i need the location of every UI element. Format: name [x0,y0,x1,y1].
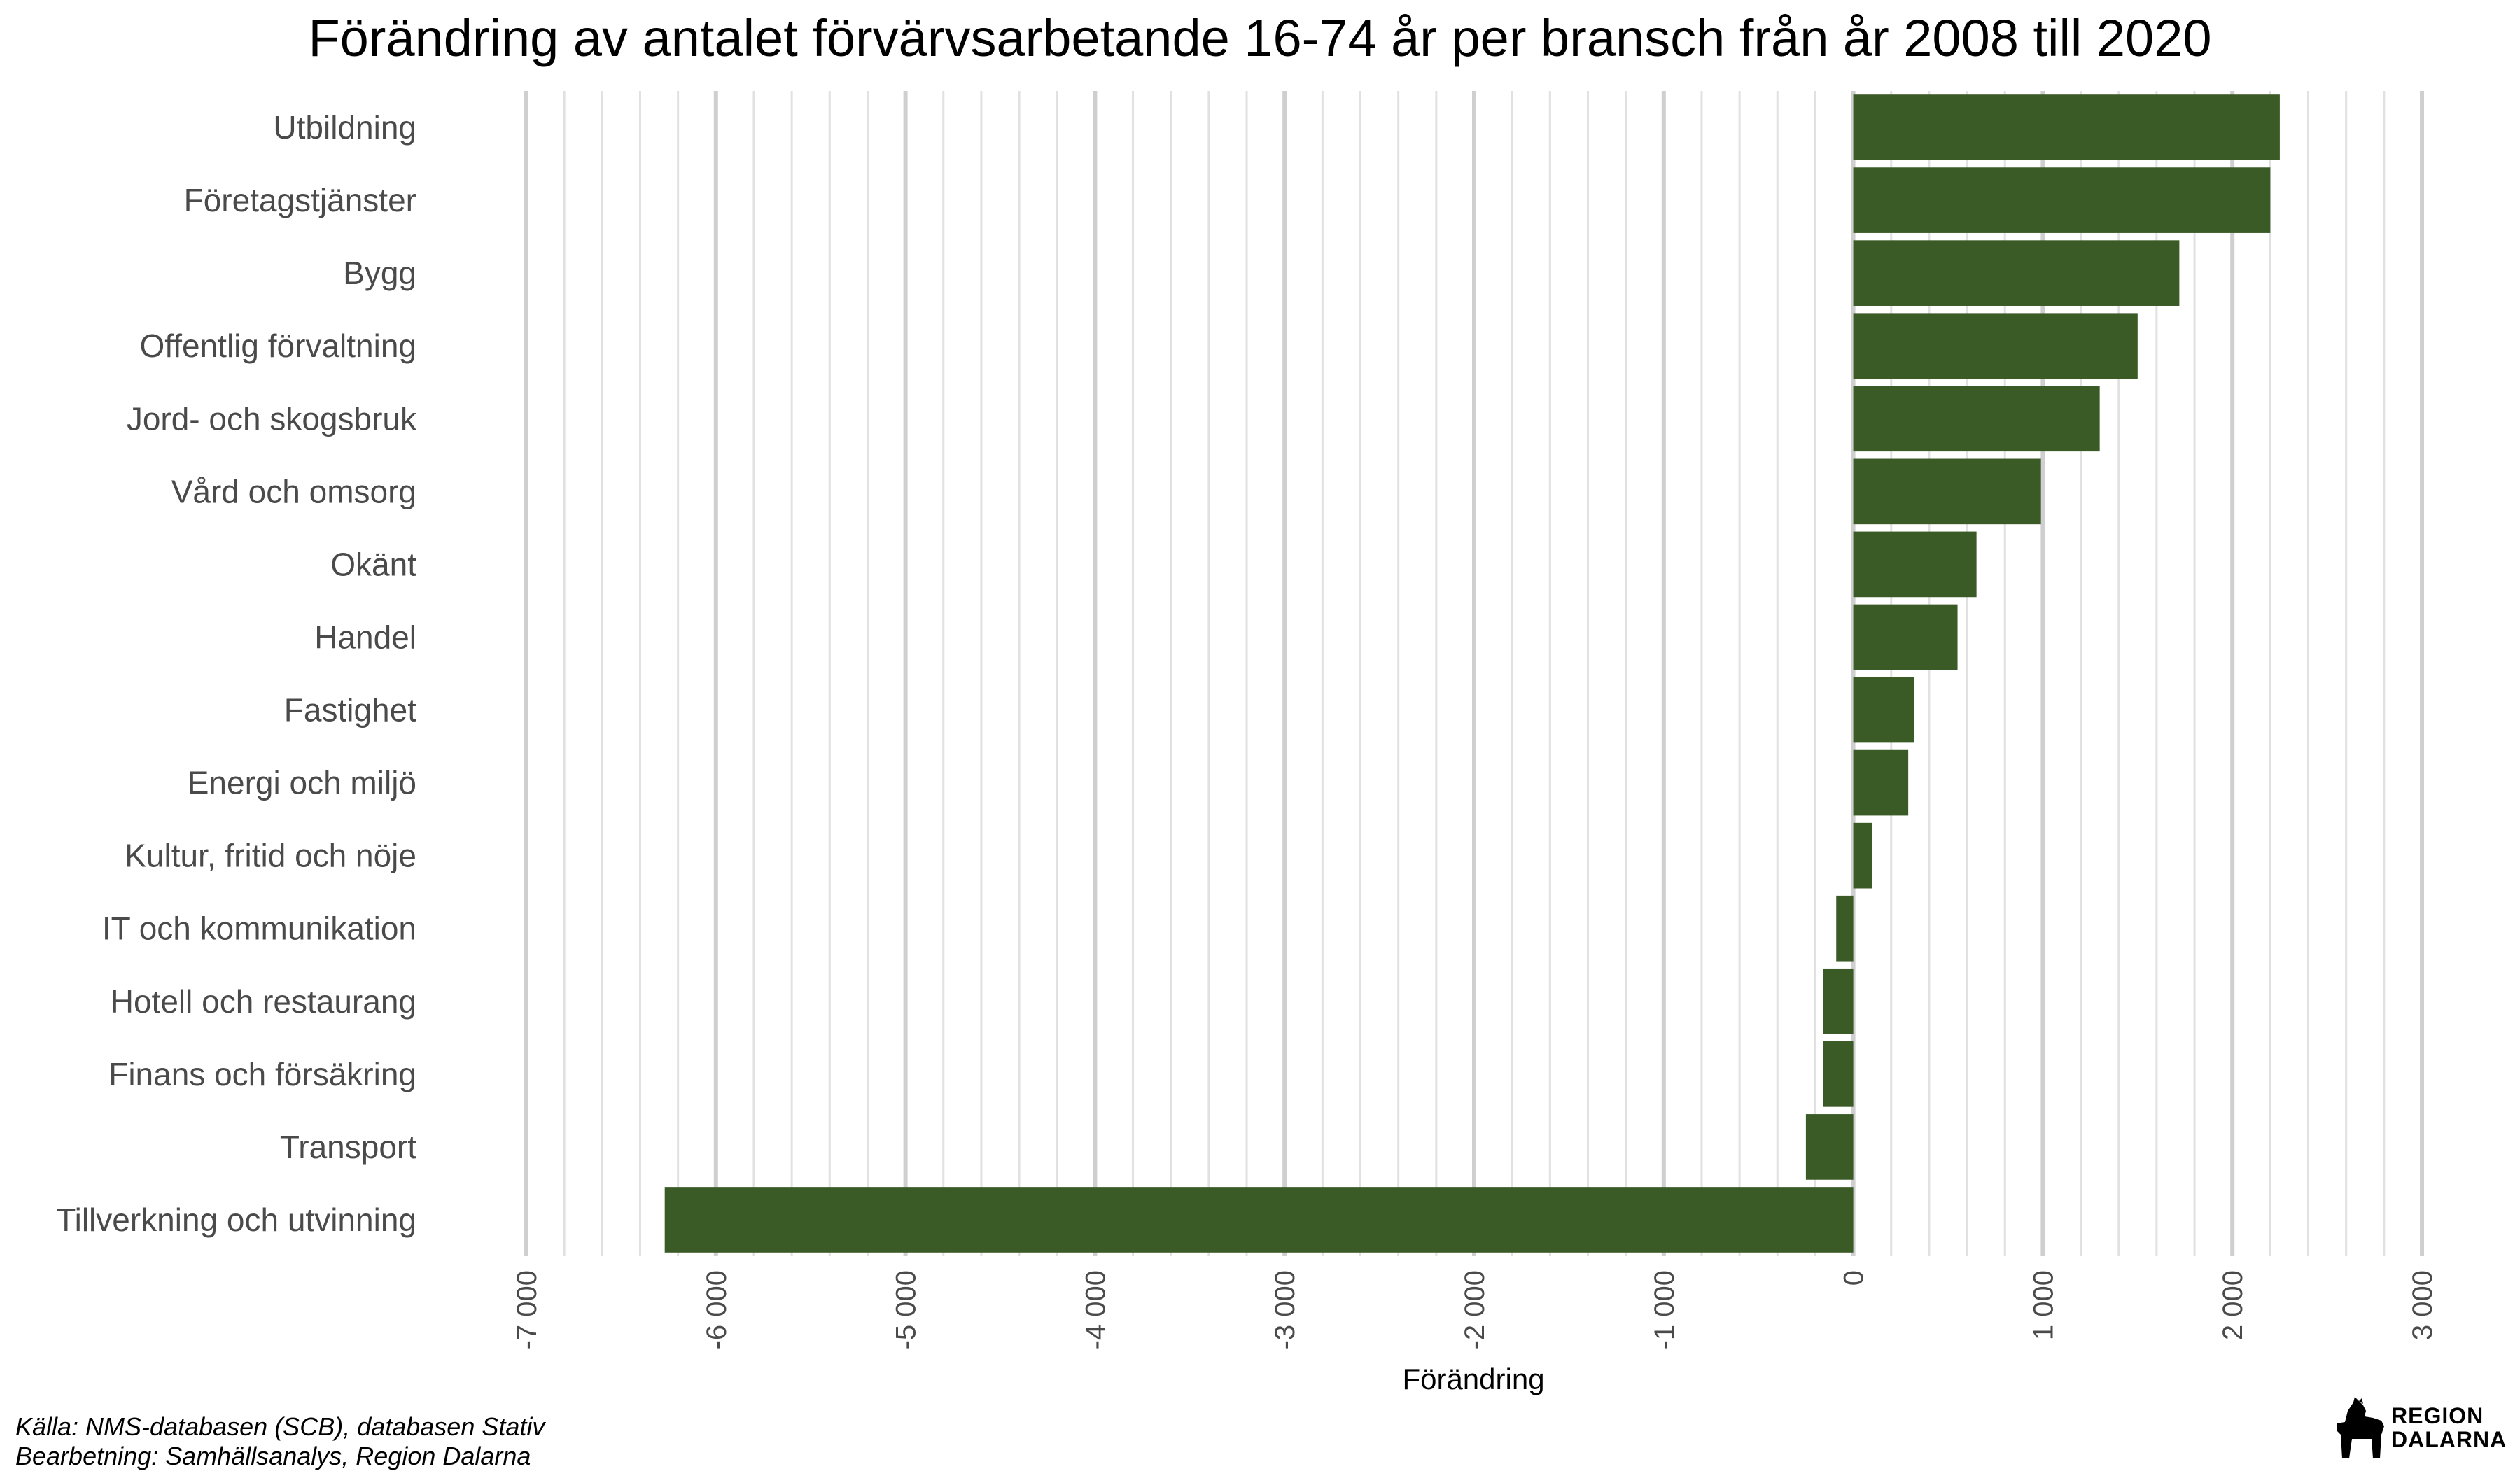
category-label: Transport [280,1129,416,1165]
category-label: Finans och försäkring [108,1056,416,1092]
bar-okänt [1853,531,1977,598]
x-tick-label: 3 000 [2407,1270,2438,1340]
category-label: Hotell och restaurang [111,983,416,1020]
bar-transport [1805,1114,1854,1180]
bar-energi-och-miljö [1853,749,1909,816]
bar-utbildning [1853,94,2280,160]
category-labels: Utbildning Företagstjänster Bygg Offentlig … [56,109,417,1238]
bars [664,94,2280,1253]
dala-horse-icon [2337,1397,2384,1458]
chart-title: Förändring av antalet förvärvsarbetande … [308,9,2212,67]
category-label: Okänt [330,546,416,582]
category-label: Fastighet [284,692,416,729]
x-tick-label: -1 000 [1649,1270,1680,1349]
processing-note: Bearbetning: Samhällsanalys, Region Dala… [15,1442,531,1470]
x-tick-label: -6 000 [701,1270,732,1349]
category-label: Företagstjänster [184,182,416,218]
x-tick-labels: -7 000 -6 000 -5 000 -4 000 -3 000 -2 000 -1 0… [512,1270,2438,1349]
bar-bygg [1853,240,2180,306]
category-label: Tillverkning och utvinning [56,1202,416,1238]
x-tick-label: 1 000 [2028,1270,2059,1340]
logo-text-dalarna: DALARNA [2391,1427,2507,1452]
category-label: Bygg [343,255,416,291]
region-dalarna-logo: REGION DALARNA [2331,1393,2513,1463]
category-label: Handel [314,619,416,655]
logo-text-region: REGION [2391,1403,2484,1428]
bar-vård-och-omsorg [1853,458,2041,525]
category-label: Utbildning [273,109,416,146]
x-axis-label: Förändring [1402,1363,1544,1395]
x-tick-label: -2 000 [1460,1270,1490,1349]
bar-it-och-kommunikation [1836,895,1854,962]
bar-jord-och-skogsbruk [1853,386,2100,452]
x-tick-label: -4 000 [1080,1270,1111,1349]
bar-fastighet [1853,677,1914,743]
x-tick-label: -7 000 [512,1270,542,1349]
category-label: IT och kommunikation [102,910,416,947]
bar-offentlig-förvaltning [1853,313,2138,379]
category-label: Jord- och skogsbruk [127,400,417,437]
category-label: Vård och omsorg [172,473,416,509]
bar-kultur-fritid-och-nöje [1853,822,1872,889]
source-note: Källa: NMS-databasen (SCB), databasen St… [15,1412,545,1441]
x-tick-label: 0 [1839,1270,1870,1286]
bar-finans-och-försäkring [1823,1041,1854,1107]
bar-handel [1853,604,1958,670]
bar-företagstjänster [1853,167,2271,233]
x-tick-label: -3 000 [1270,1270,1301,1349]
bar-hotell-och-restaurang [1823,968,1854,1034]
category-label: Energi och miljö [188,765,416,801]
x-tick-label: 2 000 [2218,1270,2248,1340]
x-tick-label: -5 000 [891,1270,922,1349]
bar-tillverkning-och-utvinning [664,1187,1854,1253]
category-label: Kultur, fritid och nöje [125,838,416,874]
gridlines [524,91,2424,1256]
category-label: Offentlig förvaltning [140,328,417,364]
